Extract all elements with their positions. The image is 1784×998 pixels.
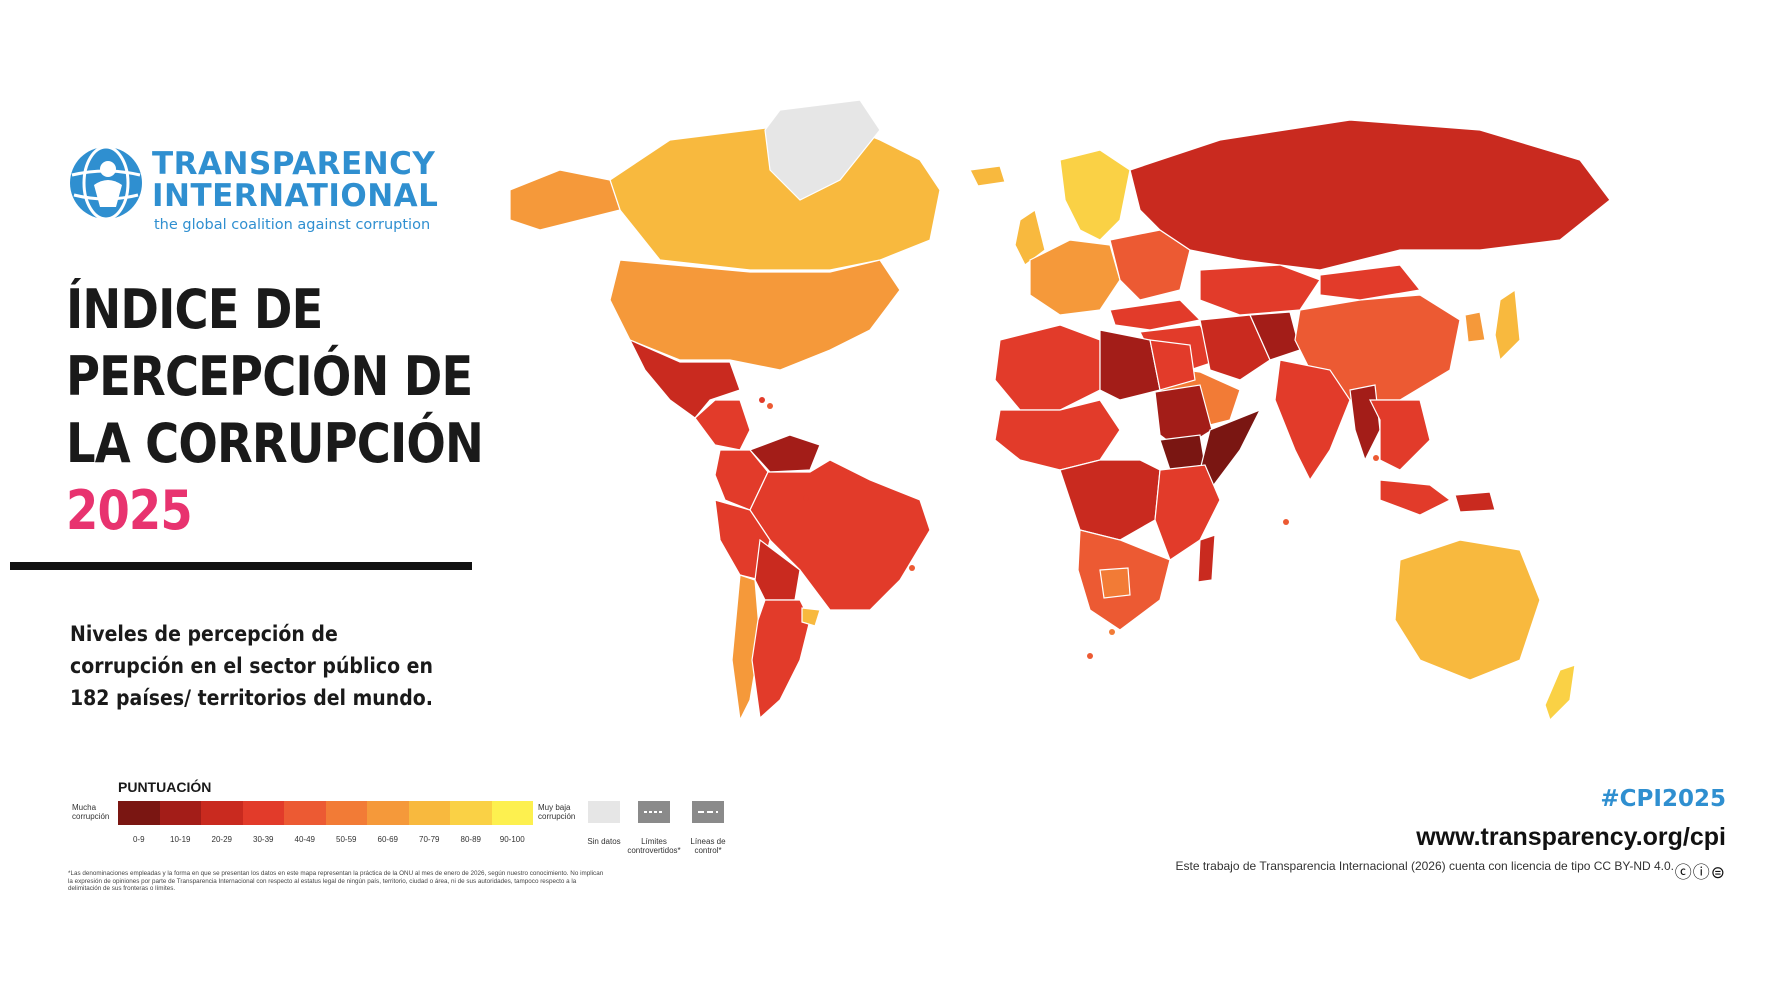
region-china	[1294, 294, 1461, 401]
region-north-africa-west	[994, 324, 1101, 411]
by-icon: ⓘ	[1692, 863, 1711, 882]
legend-control-swatch	[692, 801, 724, 823]
globe-person-icon	[70, 145, 142, 221]
score-legend: PUNTUACIÓN Mucha corrupción Muy baja cor…	[68, 775, 768, 905]
region-australia	[1394, 539, 1541, 681]
legend-tick-40-49: 40-49	[294, 835, 315, 844]
region-central-america	[694, 399, 751, 451]
region-papua	[1454, 491, 1496, 513]
legend-swatch-0-9	[118, 801, 160, 825]
region-indonesia	[1379, 479, 1452, 516]
map-islands	[759, 397, 1379, 659]
license-text: Este trabajo de Transparencia Internacio…	[1175, 859, 1674, 873]
website-link[interactable]: www.transparency.org/cpi	[1416, 823, 1726, 851]
legend-swatch-90-100	[491, 801, 533, 825]
region-south-sudan	[1159, 434, 1206, 471]
cc-icon: ⓒ	[1674, 863, 1693, 882]
title-year: 2025	[66, 479, 193, 542]
title-divider	[10, 562, 472, 570]
legend-tick-60-69: 60-69	[377, 835, 398, 844]
region-madagascar	[1197, 534, 1216, 583]
legend-tick-0-9: 0-9	[132, 835, 145, 844]
legend-tick-labels: 0-9 10-19 20-29 30-39 40-49 50-59 60-69 70-79 80…	[118, 835, 533, 844]
nd-icon: ⊜	[1710, 863, 1726, 882]
legend-control-label: Líneas de control*	[690, 837, 726, 855]
legend-tick-80-89: 80-89	[460, 835, 481, 844]
region-southeast-asia	[1369, 399, 1431, 471]
legend-tick-10-19: 10-19	[170, 835, 191, 844]
region-libya	[1099, 329, 1161, 401]
page-title: ÍNDICE DE PERCEPCIÓN DE LA CORRUPCIÓN 20…	[66, 276, 484, 544]
region-botswana	[1099, 567, 1131, 599]
legend-disputed-label: Límites controvertidos*	[627, 837, 681, 855]
region-central-africa	[1059, 459, 1161, 541]
legend-swatch-50-59	[325, 801, 367, 825]
cc-license-icons: ⓒⓘ⊜	[1675, 858, 1726, 883]
legend-swatch-80-89	[450, 801, 492, 825]
region-western-europe	[1029, 239, 1121, 316]
region-somalia	[1199, 408, 1262, 492]
region-korea	[1464, 311, 1486, 343]
region-iceland	[969, 165, 1006, 187]
legend-low-end: Mucha corrupción	[72, 803, 110, 821]
region-turkey	[1109, 299, 1202, 331]
footnote: *Las denominaciones empleadas y la forma…	[68, 870, 604, 892]
title-line2: PERCEPCIÓN DE	[66, 345, 473, 408]
region-myanmar	[1349, 384, 1381, 462]
legend-tick-50-59: 50-59	[336, 835, 357, 844]
region-venezuela	[748, 434, 821, 473]
region-egypt	[1149, 339, 1196, 391]
title-line3: LA CORRUPCIÓN	[66, 412, 484, 475]
region-greenland	[764, 100, 881, 201]
legend-no-data-label: Sin datos	[587, 837, 621, 846]
subtitle: Niveles de percepción de corrupción en e…	[70, 622, 433, 710]
legend-tick-30-39: 30-39	[253, 835, 274, 844]
legend-swatch-20-29	[201, 801, 243, 825]
legend-tick-90-100: 90-100	[499, 835, 525, 844]
title-line1: ÍNDICE DE	[66, 278, 323, 341]
region-alaska	[509, 169, 621, 231]
region-japan	[1494, 288, 1521, 362]
legend-no-data-swatch	[588, 801, 620, 823]
logo-text-line1: TRANSPARENCY	[152, 146, 436, 182]
region-scandinavia	[1059, 149, 1131, 241]
legend-tick-70-79: 70-79	[419, 835, 440, 844]
logo-text-line2: INTERNATIONAL	[152, 178, 439, 214]
region-mexico	[628, 338, 741, 419]
legend-swatch-40-49	[284, 801, 326, 825]
region-new-zealand	[1544, 664, 1576, 722]
legend-swatch-60-69	[367, 801, 409, 825]
transparency-international-logo: TRANSPARENCY INTERNATIONAL the global co…	[68, 145, 468, 237]
region-mongolia	[1319, 264, 1422, 301]
world-map	[509, 100, 1611, 723]
legend-disputed-swatch	[638, 801, 670, 823]
legend-swatch-10-19	[159, 801, 201, 825]
region-russia	[1129, 119, 1611, 271]
region-kazakhstan	[1199, 264, 1321, 316]
legend-swatch-30-39	[242, 801, 284, 825]
logo-tagline: the global coalition against corruption	[154, 217, 431, 233]
region-argentina	[751, 599, 811, 720]
legend-swatch-70-79	[408, 801, 450, 825]
hashtag: #CPI2025	[1600, 786, 1726, 812]
legend-color-bar	[118, 801, 533, 825]
legend-high-end: Muy baja corrupción	[538, 803, 576, 821]
region-uruguay	[801, 607, 821, 627]
region-iran	[1199, 314, 1271, 381]
legend-title: PUNTUACIÓN	[118, 779, 212, 795]
region-india	[1274, 359, 1351, 482]
region-chile	[731, 574, 761, 723]
legend-tick-20-29: 20-29	[211, 835, 232, 844]
